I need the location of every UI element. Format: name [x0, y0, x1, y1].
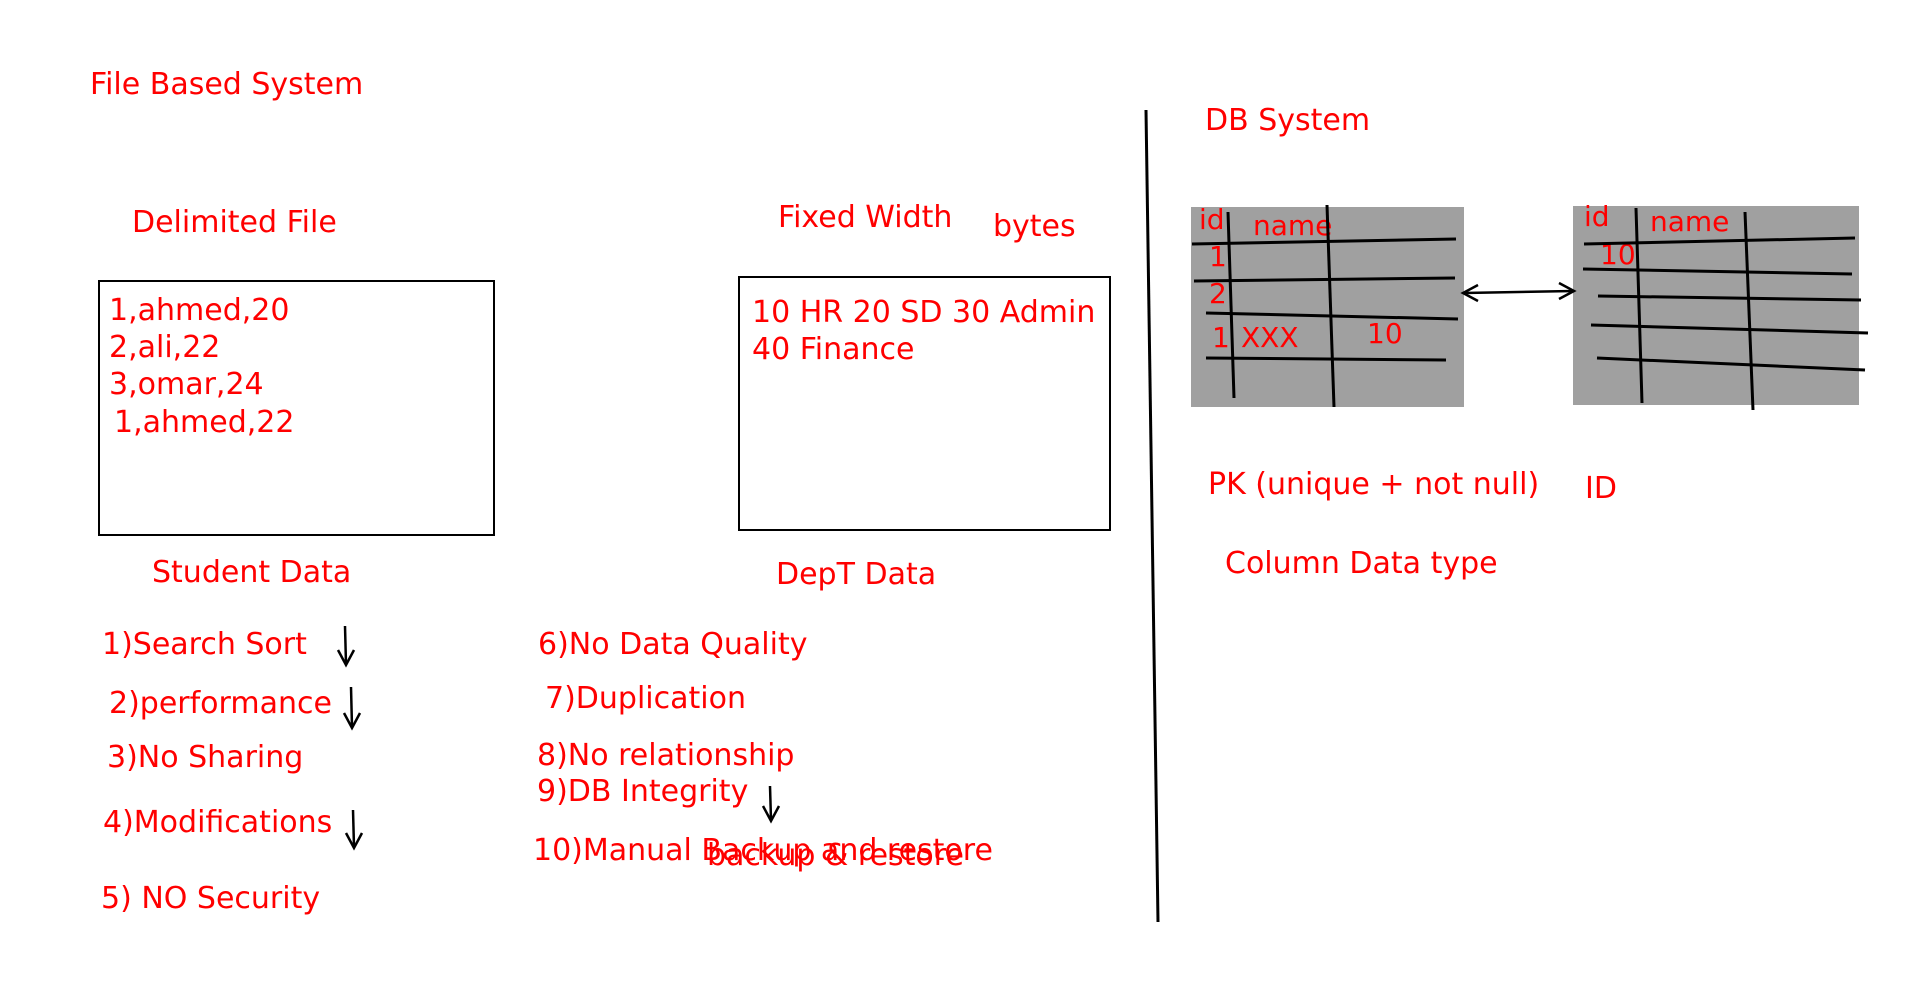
- table1-header-name: name: [1253, 209, 1333, 242]
- table1-cell-row3-name: XXX: [1241, 321, 1299, 354]
- student-data-caption: Student Data: [152, 555, 352, 590]
- table2-cell-row1-id: 10: [1600, 238, 1636, 271]
- file-based-title: File Based System: [90, 67, 364, 102]
- problem-2: 2)performance: [109, 686, 332, 721]
- down-arrow-icon: [336, 625, 356, 668]
- problem-6: 6)No Data Quality: [538, 627, 808, 662]
- problem-4: 4)Modifications: [103, 805, 333, 840]
- fixed-width-box: [738, 276, 1111, 531]
- table1-cell-row3-id: 1: [1212, 321, 1230, 354]
- fixed-width-title: Fixed Width: [778, 200, 953, 235]
- table1-grid: [1191, 204, 1459, 408]
- problem-9: 9)DB Integrity: [537, 774, 749, 809]
- problem-5: 5) NO Security: [101, 881, 321, 916]
- delimited-file-title: Delimited File: [132, 205, 337, 240]
- table1-cell-row2-id: 2: [1209, 277, 1227, 310]
- table1-cell-row3-extra: 10: [1367, 317, 1403, 350]
- delimited-line-2: 2,ali,22: [109, 330, 221, 365]
- problem-3: 3)No Sharing: [107, 740, 304, 775]
- table2-header-name: name: [1650, 205, 1730, 238]
- db-system-title: DB System: [1205, 103, 1371, 138]
- pk-note: PK (unique + not null): [1208, 467, 1540, 502]
- delimited-line-3: 3,omar,24: [109, 367, 264, 402]
- table2-grid: [1582, 207, 1869, 411]
- column-datatype-note: Column Data type: [1225, 546, 1498, 581]
- problem-10: 10)Manual Backup and restore: [533, 833, 993, 868]
- section-divider: [1144, 109, 1160, 923]
- problem-8: 8)No relationship: [537, 738, 795, 773]
- relationship-arrow: [1460, 281, 1577, 303]
- dept-data-caption: DepT Data: [776, 557, 937, 592]
- table1-cell-row1-id: 1: [1209, 240, 1227, 273]
- delimited-file-box: [98, 280, 495, 536]
- fixed-line-1: 10 HR 20 SD 30 Admin: [752, 295, 1096, 330]
- pk-column-label: ID: [1585, 471, 1617, 506]
- down-arrow-icon: [761, 785, 781, 824]
- backup-restore-overlay-note: backup & restore: [707, 838, 964, 873]
- delimited-line-4: 1,ahmed,22: [114, 405, 295, 440]
- table2-header-id: id: [1584, 200, 1610, 233]
- problem-1: 1)Search Sort: [102, 627, 307, 662]
- delimited-line-1: 1,ahmed,20: [109, 293, 290, 328]
- table1-header-id: id: [1199, 203, 1225, 236]
- bytes-note: bytes: [993, 209, 1076, 244]
- down-arrow-icon: [342, 686, 362, 731]
- down-arrow-icon: [344, 809, 364, 851]
- problem-7: 7)Duplication: [545, 681, 746, 716]
- fixed-line-2: 40 Finance: [752, 332, 915, 367]
